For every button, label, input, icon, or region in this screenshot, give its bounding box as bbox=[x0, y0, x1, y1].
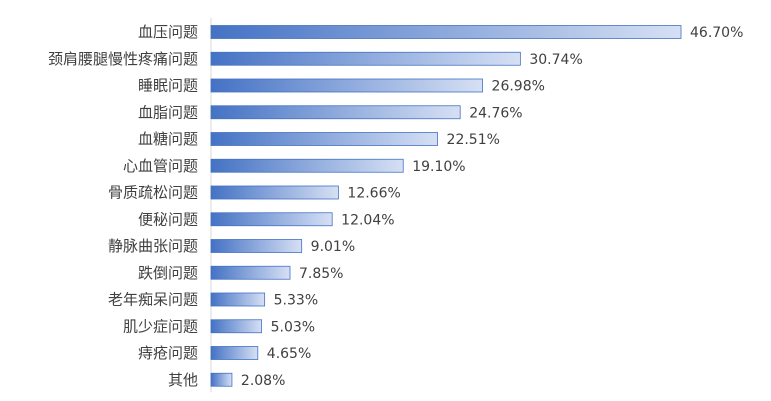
bar bbox=[210, 239, 303, 253]
bar bbox=[210, 319, 263, 334]
category-label: 跌倒问题 bbox=[138, 264, 198, 282]
value-label: 2.08% bbox=[241, 373, 285, 389]
value-label: 12.66% bbox=[347, 186, 400, 202]
category-label: 骨质疏松问题 bbox=[108, 184, 198, 202]
bar bbox=[210, 265, 291, 280]
value-label: 26.98% bbox=[492, 79, 545, 95]
category-label: 颈肩腰腿慢性疼痛问题 bbox=[48, 50, 198, 68]
category-label: 老年痴呆问题 bbox=[108, 291, 198, 309]
value-label: 5.33% bbox=[274, 293, 318, 309]
bar bbox=[210, 132, 438, 146]
bars: 血压问题 46.70% 颈肩腰腿慢性疼痛问题 30.74% 睡眠问题 26.98% 血脂问题… bbox=[48, 23, 743, 389]
bar bbox=[210, 292, 266, 307]
bar bbox=[210, 346, 259, 360]
bar-row: 跌倒问题 7.85% bbox=[138, 264, 344, 282]
bar bbox=[210, 78, 483, 93]
value-label: 22.51% bbox=[447, 132, 500, 148]
value-label: 46.70% bbox=[690, 25, 743, 41]
bar bbox=[210, 158, 404, 173]
bar bbox=[210, 185, 339, 200]
bar-row: 肌少症问题 5.03% bbox=[123, 317, 315, 335]
bar-row: 心血管问题 19.10% bbox=[123, 157, 466, 175]
value-label: 30.74% bbox=[529, 52, 582, 68]
category-label: 心血管问题 bbox=[123, 157, 198, 175]
bar bbox=[210, 372, 233, 387]
category-label: 痔疮问题 bbox=[138, 344, 198, 362]
category-label: 肌少症问题 bbox=[123, 317, 198, 335]
bar bbox=[210, 51, 521, 66]
bar-row: 骨质疏松问题 12.66% bbox=[108, 184, 401, 202]
bar-row: 颈肩腰腿慢性疼痛问题 30.74% bbox=[48, 50, 583, 68]
bar-row: 睡眠问题 26.98% bbox=[138, 77, 545, 95]
value-label: 12.04% bbox=[341, 212, 394, 228]
value-label: 7.85% bbox=[299, 266, 343, 282]
value-label: 9.01% bbox=[311, 239, 355, 255]
category-label: 便秘问题 bbox=[138, 210, 198, 228]
bar-row: 静脉曲张问题 9.01% bbox=[108, 237, 355, 255]
bar bbox=[210, 25, 682, 39]
bar-row: 老年痴呆问题 5.33% bbox=[108, 291, 318, 309]
value-label: 4.65% bbox=[267, 346, 311, 362]
category-label: 血压问题 bbox=[138, 23, 198, 41]
bar-row: 血压问题 46.70% bbox=[138, 23, 743, 41]
category-label: 睡眠问题 bbox=[138, 77, 198, 95]
bar-row: 血糖问题 22.51% bbox=[138, 130, 500, 148]
bar-row: 便秘问题 12.04% bbox=[138, 210, 395, 228]
bar bbox=[210, 212, 333, 227]
category-label: 血糖问题 bbox=[138, 130, 198, 148]
bar-row: 血脂问题 24.76% bbox=[138, 103, 523, 121]
value-label: 5.03% bbox=[271, 319, 315, 335]
bar bbox=[210, 105, 461, 120]
category-label: 静脉曲张问题 bbox=[108, 237, 198, 255]
value-label: 19.10% bbox=[412, 159, 465, 175]
category-label: 血脂问题 bbox=[138, 103, 198, 121]
category-label: 其他 bbox=[168, 371, 198, 389]
value-label: 24.76% bbox=[469, 105, 522, 121]
bar-row: 其他 2.08% bbox=[168, 371, 285, 389]
bar-row: 痔疮问题 4.65% bbox=[138, 344, 311, 362]
